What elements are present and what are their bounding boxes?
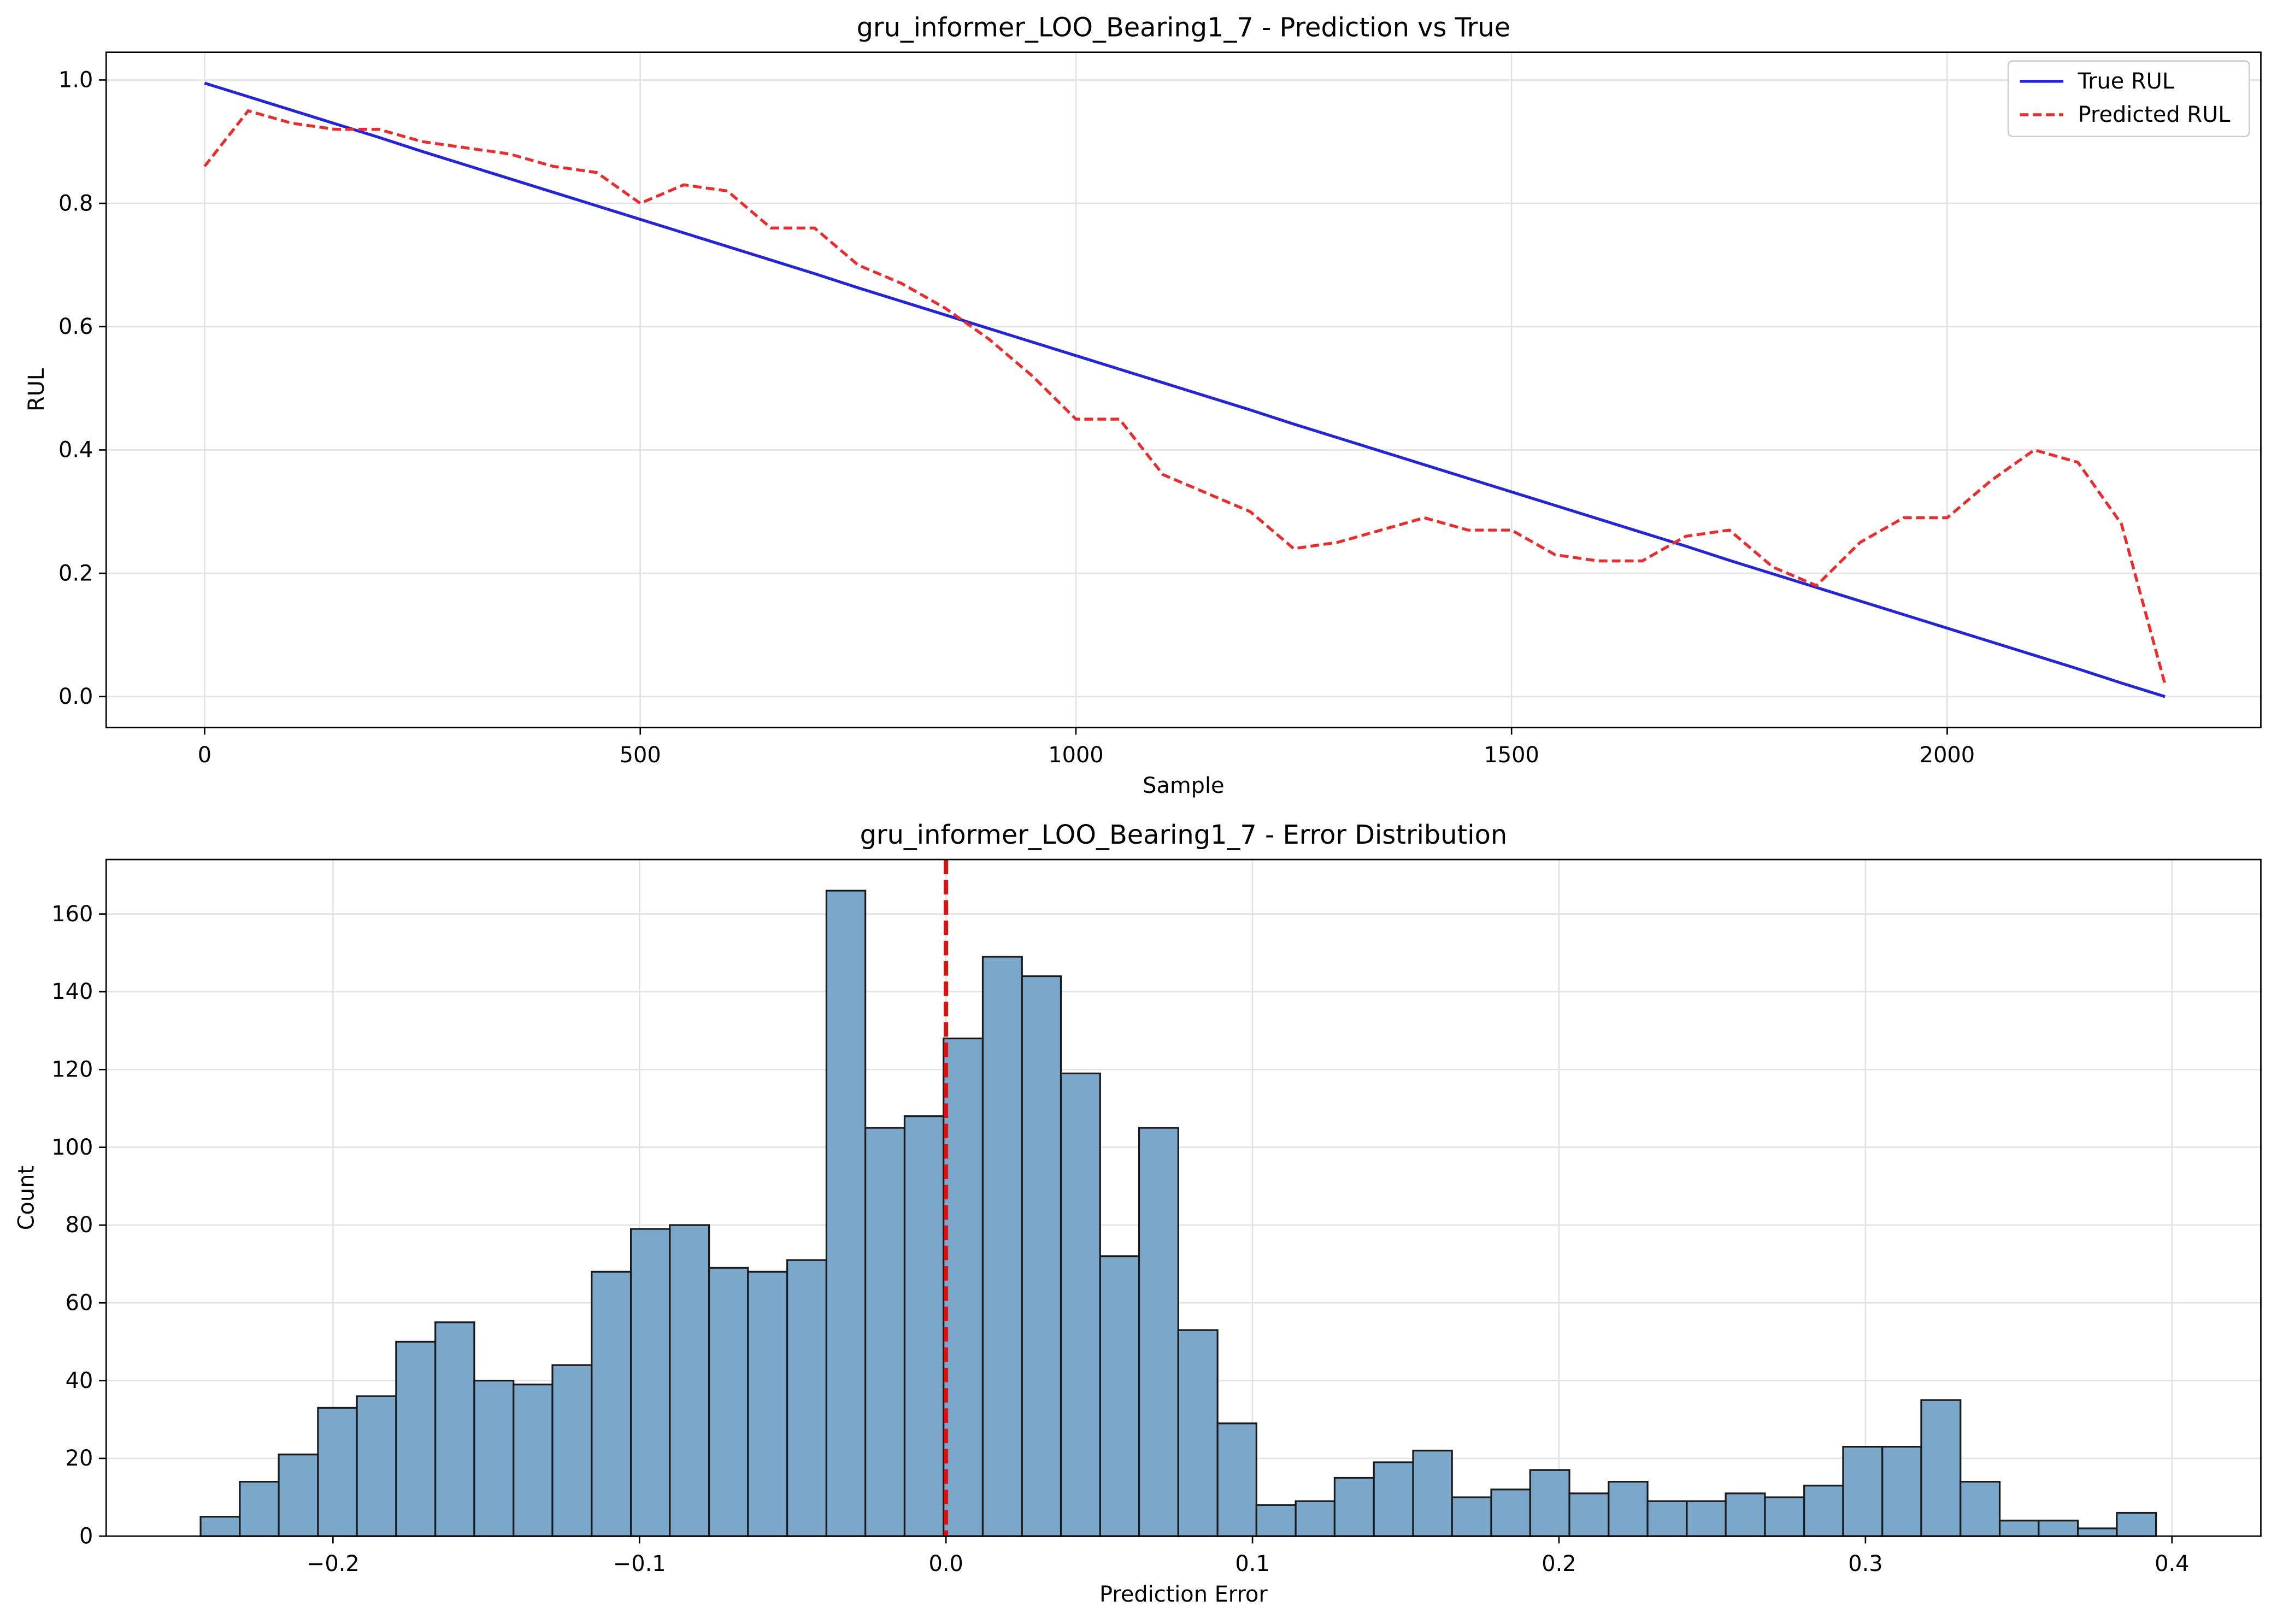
chart-title: gru_informer_LOO_Bearing1_7 - Prediction… bbox=[857, 13, 1511, 43]
x-tick-label: 500 bbox=[620, 743, 661, 768]
bar bbox=[1451, 1496, 1492, 1537]
bar bbox=[278, 1454, 319, 1537]
bar bbox=[1138, 1127, 1179, 1537]
y-tick-label: 0.0 bbox=[58, 684, 93, 709]
bar bbox=[551, 1364, 593, 1537]
plot-frame bbox=[105, 51, 2262, 728]
y-axis-label: Count bbox=[14, 1166, 39, 1230]
x-tick-label: 1500 bbox=[1484, 743, 1539, 768]
bar bbox=[1608, 1481, 1649, 1537]
y-axis-label: RUL bbox=[24, 368, 49, 411]
legend-label: Predicted RUL bbox=[2078, 102, 2231, 127]
bar bbox=[981, 956, 1023, 1537]
x-tick-label: 0.1 bbox=[1235, 1551, 1269, 1576]
bar bbox=[1881, 1445, 1922, 1537]
bar bbox=[2076, 1527, 2118, 1537]
bar bbox=[629, 1228, 671, 1537]
bar bbox=[1099, 1255, 1140, 1537]
bar bbox=[708, 1267, 749, 1537]
bar bbox=[1295, 1500, 1335, 1537]
x-tick-label: 0.0 bbox=[928, 1551, 963, 1576]
x-tick-label: −0.1 bbox=[613, 1551, 666, 1576]
bar bbox=[239, 1481, 280, 1537]
bar bbox=[1568, 1492, 1610, 1537]
series-line bbox=[204, 81, 2166, 698]
bar bbox=[943, 1037, 984, 1537]
bar bbox=[1255, 1504, 1297, 1537]
legend-box bbox=[2007, 60, 2250, 138]
chart-title: gru_informer_LOO_Bearing1_7 - Error Dist… bbox=[860, 820, 1508, 850]
bar bbox=[356, 1395, 397, 1537]
bar bbox=[1960, 1481, 2001, 1537]
y-tick-label: 140 bbox=[51, 979, 93, 1004]
bar bbox=[434, 1321, 475, 1537]
y-tick-label: 0.2 bbox=[58, 561, 93, 586]
bar bbox=[317, 1407, 358, 1537]
bar bbox=[199, 1516, 241, 1537]
bar bbox=[2116, 1511, 2157, 1537]
y-tick-label: 160 bbox=[51, 902, 93, 927]
bar bbox=[1725, 1492, 1766, 1537]
bar bbox=[1686, 1500, 1727, 1537]
y-tick-label: 120 bbox=[51, 1057, 93, 1082]
bar bbox=[1764, 1496, 1805, 1537]
x-tick-label: 0.4 bbox=[2155, 1551, 2189, 1576]
bar bbox=[1490, 1488, 1531, 1537]
bar bbox=[1529, 1469, 1570, 1537]
x-tick-label: 0 bbox=[198, 743, 211, 768]
x-tick-label: 2000 bbox=[1920, 743, 1975, 768]
bar bbox=[2038, 1520, 2079, 1537]
y-tick-label: 100 bbox=[51, 1135, 93, 1160]
bar bbox=[786, 1259, 828, 1537]
bar bbox=[1021, 975, 1062, 1537]
bar bbox=[591, 1270, 632, 1537]
bar bbox=[1060, 1072, 1101, 1537]
y-tick-label: 60 bbox=[66, 1291, 93, 1316]
bar bbox=[1333, 1476, 1375, 1537]
y-tick-label: 20 bbox=[66, 1446, 93, 1471]
bar bbox=[864, 1127, 906, 1537]
bar bbox=[513, 1384, 554, 1537]
bar bbox=[473, 1379, 515, 1537]
bar bbox=[903, 1115, 945, 1537]
x-axis-label: Prediction Error bbox=[1099, 1582, 1268, 1607]
x-tick-label: 0.3 bbox=[1848, 1551, 1882, 1576]
y-tick-label: 0.4 bbox=[58, 438, 93, 463]
plot-frame bbox=[105, 858, 2262, 1537]
legend-label: True RUL bbox=[2078, 69, 2174, 94]
y-tick-label: 0.6 bbox=[58, 314, 93, 339]
bar bbox=[1998, 1520, 2040, 1537]
x-tick-label: 0.2 bbox=[1541, 1551, 1576, 1576]
bar bbox=[1646, 1500, 1688, 1537]
bar bbox=[395, 1340, 437, 1537]
bar bbox=[747, 1270, 789, 1537]
y-tick-label: 0 bbox=[79, 1524, 93, 1549]
bar bbox=[1412, 1450, 1453, 1537]
y-tick-label: 80 bbox=[66, 1213, 93, 1238]
bar bbox=[1373, 1461, 1414, 1537]
y-tick-label: 1.0 bbox=[58, 68, 93, 93]
bar bbox=[1920, 1399, 1962, 1537]
x-tick-label: 1000 bbox=[1048, 743, 1103, 768]
bar bbox=[825, 890, 867, 1537]
x-tick-label: −0.2 bbox=[307, 1551, 360, 1576]
bar bbox=[1803, 1485, 1844, 1537]
bar bbox=[1177, 1329, 1219, 1537]
bar bbox=[1842, 1445, 1884, 1537]
bar bbox=[669, 1224, 710, 1537]
series-line bbox=[203, 109, 2167, 685]
y-tick-label: 40 bbox=[66, 1368, 93, 1393]
bar bbox=[1216, 1422, 1257, 1537]
y-tick-label: 0.8 bbox=[58, 191, 93, 216]
x-axis-label: Sample bbox=[1143, 773, 1224, 798]
